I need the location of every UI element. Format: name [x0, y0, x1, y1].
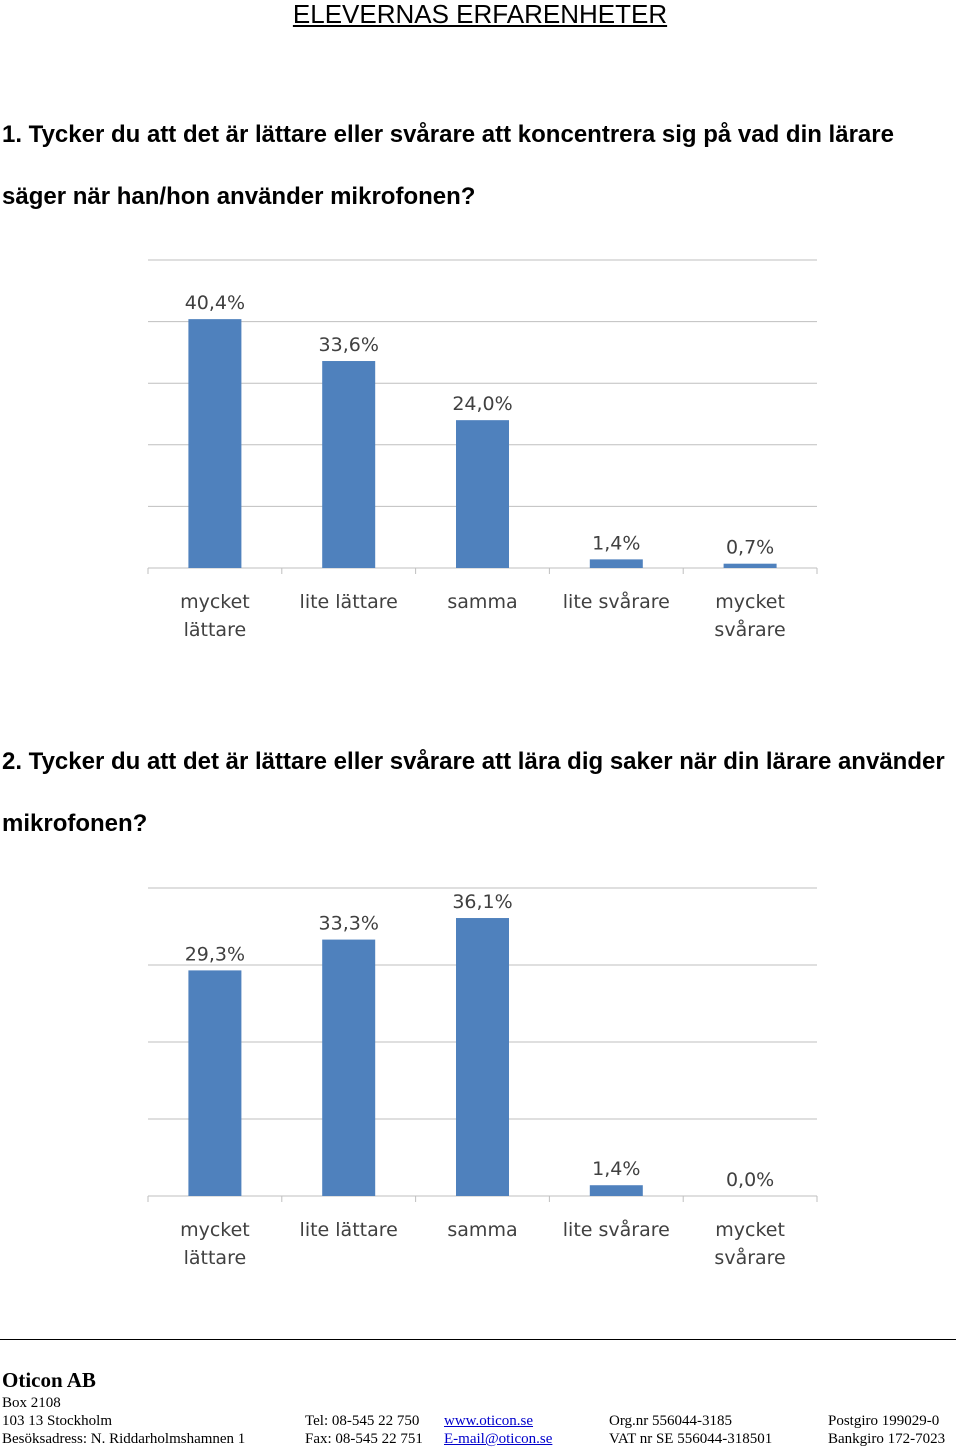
bar — [589, 1185, 643, 1196]
category-label: lite lättare — [300, 1219, 398, 1241]
data-label: 33,3% — [319, 913, 379, 935]
chart-question-2: 29,3% mycket lättare 33,3% lite lättare 36,1%… — [147, 887, 818, 1269]
bar — [188, 970, 242, 1196]
category-label: mycket — [715, 1219, 785, 1241]
footer-postgiro: Postgiro 199029-0 — [828, 1413, 940, 1429]
category-label: lättare — [184, 619, 247, 641]
footer-row-2: Besöksadress: N. Riddarholmshamnen 1 Fax… — [2, 1430, 957, 1448]
footer-website-link[interactable]: www.oticon.se — [444, 1413, 534, 1429]
data-label: 1,4% — [592, 532, 640, 554]
category-label: lite svårare — [563, 590, 670, 613]
data-label: 36,1% — [452, 891, 512, 913]
footer-vat-nr: VAT nr SE 556044-318501 — [609, 1431, 773, 1447]
data-label: 0,0% — [726, 1169, 774, 1191]
footer-city: 103 13 Stockholm — [2, 1413, 113, 1429]
bar — [322, 939, 376, 1196]
footer-fax: Fax: 08-545 22 751 — [305, 1431, 423, 1447]
footer-org-nr: Org.nr 556044-3185 — [609, 1413, 733, 1429]
footer-box-text: Box 2108 — [2, 1395, 61, 1411]
footer-company: Oticon AB — [2, 1368, 96, 1392]
data-label: 33,6% — [319, 334, 379, 356]
bar — [322, 361, 376, 568]
data-label: 0,7% — [726, 537, 774, 559]
category-label: svårare — [714, 1246, 785, 1269]
category-label: svårare — [714, 618, 785, 641]
bar — [456, 918, 509, 1196]
footer-email-link[interactable]: E-mail@oticon.se — [444, 1431, 553, 1447]
footer-box: Box 2108 — [2, 1394, 957, 1412]
footer: Oticon AB Box 2108 103 13 Stockholm Tel:… — [2, 1366, 957, 1448]
category-label: mycket — [715, 591, 785, 613]
category-label: mycket — [180, 591, 250, 613]
category-label: samma — [447, 591, 517, 613]
chart-question-1: 40,4% mycket lättare 33,6% lite lättare 24,0%… — [147, 259, 818, 641]
footer-row-1: 103 13 Stockholm Tel: 08-545 22 750 www.… — [2, 1412, 957, 1430]
bar — [723, 563, 777, 568]
question-2-text: 2. Tycker du att det är lättare eller sv… — [2, 748, 945, 837]
page-heading: ELEVERNAS ERFARENHETER — [292, 0, 668, 29]
bar — [188, 319, 242, 568]
bar — [589, 559, 643, 568]
footer-divider — [0, 1339, 956, 1340]
data-label: 40,4% — [185, 292, 245, 314]
footer-visit-address: Besöksadress: N. Riddarholmshamnen 1 — [2, 1431, 246, 1447]
category-label: samma — [447, 1219, 517, 1241]
data-label: 29,3% — [185, 943, 245, 965]
category-label: lättare — [184, 1247, 247, 1269]
data-label: 1,4% — [592, 1158, 640, 1180]
category-label: lite svårare — [563, 1218, 670, 1241]
bar — [456, 420, 509, 568]
category-label: mycket — [180, 1219, 250, 1241]
footer-phone: Tel: 08-545 22 750 — [305, 1413, 420, 1429]
question-1-text: 1. Tycker du att det är lättare eller sv… — [2, 121, 894, 210]
footer-bankgiro: Bankgiro 172-7023 — [828, 1431, 946, 1447]
data-label: 24,0% — [452, 393, 512, 415]
category-label: lite lättare — [300, 591, 398, 613]
